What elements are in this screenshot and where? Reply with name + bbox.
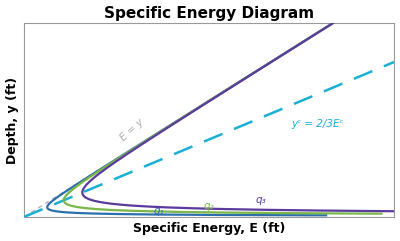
Text: yᶜ = 2/3Eᶜ: yᶜ = 2/3Eᶜ (291, 119, 344, 129)
Text: E = y: E = y (118, 117, 146, 143)
Text: q₁: q₁ (154, 206, 164, 216)
Title: Specific Energy Diagram: Specific Energy Diagram (104, 6, 314, 20)
Text: q₂: q₂ (203, 201, 214, 211)
Y-axis label: Depth, y (ft): Depth, y (ft) (6, 76, 18, 164)
X-axis label: Specific Energy, E (ft): Specific Energy, E (ft) (133, 222, 286, 235)
Text: q₃: q₃ (256, 194, 266, 205)
